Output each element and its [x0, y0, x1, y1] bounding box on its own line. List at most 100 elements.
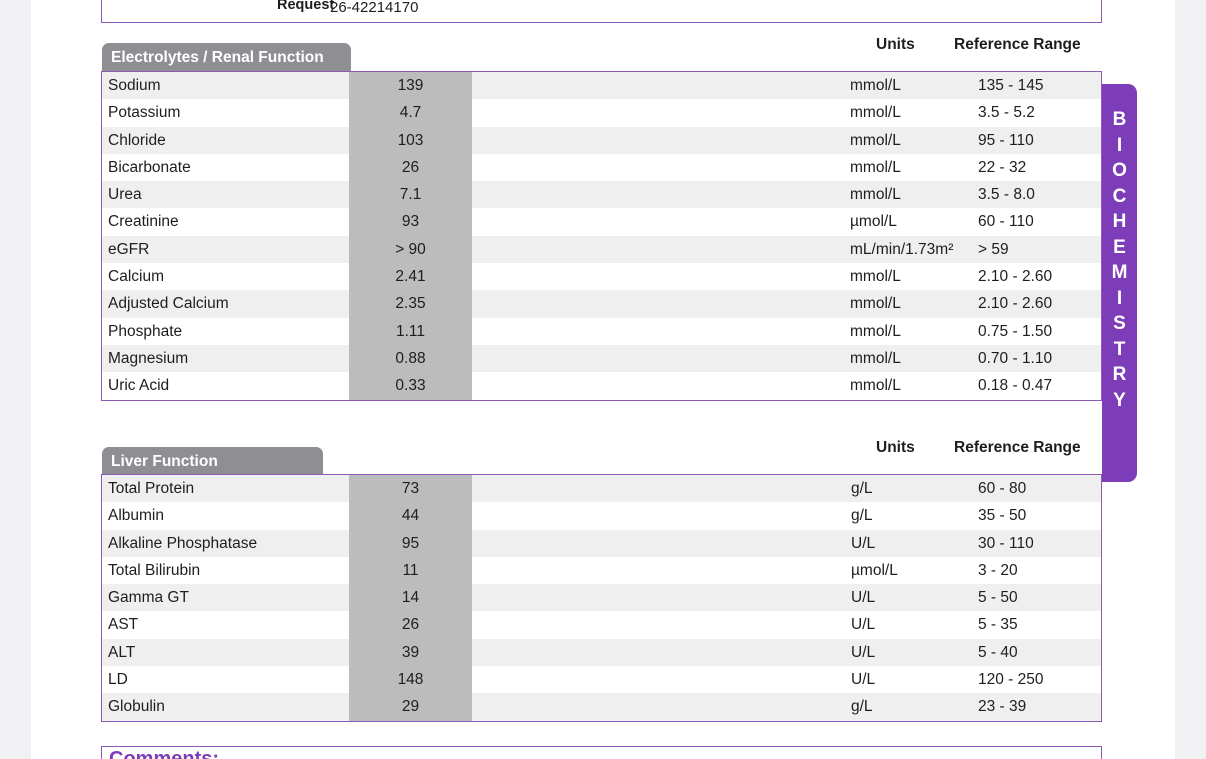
table-row: Calcium 2.41 mmol/L 2.10 - 2.60	[102, 263, 1101, 291]
table-row: Bicarbonate 26 mmol/L 22 - 32	[102, 153, 1101, 182]
units-value: µmol/L	[851, 561, 898, 579]
result-value: 139	[349, 72, 472, 100]
table-row: Phosphate 1.11 mmol/L 0.75 - 1.50	[102, 317, 1101, 345]
result-value: 26	[349, 611, 472, 639]
result-value: 4.7	[349, 99, 472, 127]
reference-range-value: 0.75 - 1.50	[978, 322, 1053, 340]
table-row: AST 26 U/L 5 - 35	[102, 611, 1101, 639]
reference-range-value: 5 - 35	[978, 616, 1018, 634]
reference-range-value: 95 - 110	[978, 131, 1034, 149]
result-value: 39	[349, 638, 472, 667]
result-value: 73	[349, 475, 472, 503]
reference-range-value: 3.5 - 5.2	[978, 104, 1035, 122]
units-value: mL/min/1.73m²	[850, 240, 954, 258]
table-row: Alkaline Phosphatase 95 U/L 30 - 110	[102, 529, 1101, 557]
test-name: ALT	[108, 643, 136, 661]
table-row: Gamma GT 14 U/L 5 - 50	[102, 584, 1101, 612]
table-row: Adjusted Calcium 2.35 mmol/L 2.10 - 2.60	[102, 290, 1101, 318]
result-value: 1.11	[349, 317, 472, 345]
units-value: U/L	[851, 616, 876, 634]
table-row: Globulin 29 g/L 23 - 39	[102, 693, 1101, 721]
reference-range-header: Reference Range	[954, 36, 1081, 53]
test-name: Bicarbonate	[108, 158, 191, 176]
request-label: Request	[277, 0, 335, 13]
units-value: g/L	[851, 698, 873, 716]
electrolytes-table: Sodium 139 mmol/L 135 - 145 Potassium 4.7 mmol…	[101, 71, 1102, 401]
result-value: 93	[349, 208, 472, 236]
units-header: Units	[876, 439, 915, 456]
units-value: mmol/L	[850, 268, 901, 286]
reference-range-value: 35 - 50	[978, 507, 1027, 525]
table-row: Chloride 103 mmol/L 95 - 110	[102, 126, 1101, 154]
result-value: 103	[349, 126, 472, 154]
table-row: Total Protein 73 g/L 60 - 80	[102, 475, 1101, 503]
reference-range-value: 5 - 40	[978, 643, 1018, 661]
table-row: Total Bilirubin 11 µmol/L 3 - 20	[102, 556, 1101, 585]
units-value: U/L	[851, 589, 876, 607]
units-value: mmol/L	[850, 186, 901, 204]
result-value: 11	[349, 556, 472, 585]
test-name: AST	[108, 616, 139, 634]
result-value: 148	[349, 666, 472, 694]
section-tab-electrolytes: Electrolytes / Renal Function	[102, 43, 351, 71]
reference-range-value: 30 - 110	[978, 534, 1034, 552]
table-row: eGFR > 90 mL/min/1.73m² > 59	[102, 235, 1101, 264]
reference-range-value: 3 - 20	[978, 561, 1018, 579]
test-name: Total Bilirubin	[108, 561, 201, 579]
units-value: mmol/L	[850, 77, 901, 94]
test-name: Calcium	[108, 268, 164, 286]
result-value: 7.1	[349, 181, 472, 209]
reference-range-value: 60 - 80	[978, 480, 1027, 497]
table-row: LD 148 U/L 120 - 250	[102, 666, 1101, 694]
result-value: 2.41	[349, 263, 472, 291]
table-row: Potassium 4.7 mmol/L 3.5 - 5.2	[102, 99, 1101, 127]
reference-range-value: 5 - 50	[978, 589, 1018, 607]
units-value: mmol/L	[850, 377, 901, 395]
table-row: Sodium 139 mmol/L 135 - 145	[102, 72, 1101, 100]
result-value: 44	[349, 502, 472, 530]
section-tab-liver: Liver Function	[102, 447, 323, 475]
units-value: µmol/L	[850, 213, 897, 231]
units-value: mmol/L	[850, 295, 901, 313]
test-name: Adjusted Calcium	[108, 295, 229, 313]
test-name: Urea	[108, 186, 142, 204]
test-name: LD	[108, 671, 128, 689]
reference-range-value: > 59	[978, 240, 1009, 258]
result-value: 0.33	[349, 372, 472, 400]
units-value: U/L	[851, 534, 876, 552]
test-name: Phosphate	[108, 322, 183, 340]
units-value: mmol/L	[850, 131, 901, 149]
reference-range-value: 0.70 - 1.10	[978, 349, 1053, 367]
table-row: Urea 7.1 mmol/L 3.5 - 8.0	[102, 181, 1101, 209]
test-name: Chloride	[108, 131, 166, 149]
reference-range-value: 2.10 - 2.60	[978, 295, 1053, 313]
test-name: eGFR	[108, 240, 150, 258]
reference-range-value: 0.18 - 0.47	[978, 377, 1053, 395]
units-value: U/L	[851, 671, 876, 689]
result-value: 95	[349, 529, 472, 557]
request-number: 26-42214170	[330, 0, 419, 16]
test-name: Uric Acid	[108, 377, 170, 395]
test-name: Potassium	[108, 104, 181, 122]
reference-range-value: 23 - 39	[978, 698, 1027, 716]
units-value: mmol/L	[850, 158, 901, 176]
table-row: Creatinine 93 µmol/L 60 - 110	[102, 208, 1101, 236]
test-name: Alkaline Phosphatase	[108, 534, 258, 552]
table-row: Uric Acid 0.33 mmol/L 0.18 - 0.47	[102, 372, 1101, 400]
test-name: Creatinine	[108, 213, 179, 231]
reference-range-value: 3.5 - 8.0	[978, 186, 1035, 204]
table-row: ALT 39 U/L 5 - 40	[102, 638, 1101, 667]
units-value: U/L	[851, 643, 876, 661]
liver-table: Total Protein 73 g/L 60 - 80 Albumin 44 g/L 35 …	[101, 474, 1102, 722]
test-name: Albumin	[108, 507, 164, 525]
units-value: g/L	[851, 507, 873, 525]
result-value: > 90	[349, 235, 472, 264]
test-name: Magnesium	[108, 349, 189, 367]
reference-range-value: 22 - 32	[978, 158, 1027, 176]
reference-range-value: 60 - 110	[978, 213, 1034, 231]
units-value: mmol/L	[850, 322, 901, 340]
result-value: 14	[349, 584, 472, 612]
report-page: Request 26-42214170 Electrolytes / Renal…	[31, 0, 1175, 759]
